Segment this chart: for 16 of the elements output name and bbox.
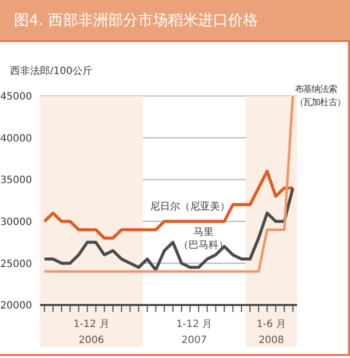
y-tick-label: 45000	[0, 92, 32, 103]
y-tick-label: 20000	[0, 300, 32, 312]
y-tick-label: 35000	[0, 175, 32, 186]
line-series	[42, 170, 294, 240]
x-tick-label: 1-12 月 2007	[176, 319, 212, 346]
y-tick-label: 25000	[0, 258, 32, 270]
x-tick-label: 1-12 月 2006	[73, 319, 110, 346]
series-label: 尼日尔（尼亚美）	[150, 200, 230, 212]
x-tick-label: 1-6 月 2008	[256, 319, 286, 346]
series-label: 布基纳法索（瓦加杜古）	[294, 84, 346, 108]
y-tick-label: 30000	[0, 216, 32, 228]
line-series	[42, 186, 294, 272]
y-tick-label: 40000	[0, 133, 32, 144]
chart-title: 图4. 西部非洲部分市场稻米进口价格	[0, 0, 350, 40]
y-axis-title: 西非法郎/100公斤	[10, 64, 92, 78]
series-label: 马里（巴马科）	[178, 227, 228, 252]
